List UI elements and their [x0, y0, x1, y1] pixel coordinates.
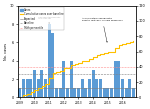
- Legend: Cases, Cumulative cases over baseline, Expected, Baseline, 95th percentile: Cases, Cumulative cases over baseline, E…: [19, 7, 64, 30]
- Bar: [55, 88, 58, 97]
- Bar: [128, 79, 131, 97]
- Bar: [26, 79, 28, 97]
- Bar: [84, 88, 87, 97]
- Bar: [29, 79, 32, 97]
- Bar: [88, 79, 91, 97]
- Bar: [33, 70, 36, 97]
- Bar: [81, 79, 84, 97]
- Bar: [59, 88, 62, 97]
- Bar: [132, 88, 135, 97]
- Bar: [40, 70, 43, 97]
- Bar: [117, 61, 120, 97]
- Bar: [73, 88, 76, 97]
- Bar: [22, 79, 25, 97]
- Bar: [92, 70, 94, 97]
- Bar: [95, 79, 98, 97]
- Bar: [99, 79, 102, 97]
- Bar: [62, 61, 65, 97]
- Bar: [110, 88, 113, 97]
- Bar: [18, 88, 21, 97]
- Bar: [114, 61, 117, 97]
- Text: Accumulated subsequently
genetic matches: all new sequences: Accumulated subsequently genetic matches…: [82, 18, 123, 42]
- Y-axis label: No. cases: No. cases: [4, 43, 8, 60]
- Bar: [66, 88, 69, 97]
- Bar: [51, 33, 54, 97]
- Bar: [103, 88, 106, 97]
- Text: Unexpected genetic
link first set: Unexpected genetic link first set: [38, 17, 61, 24]
- Bar: [106, 88, 109, 97]
- Bar: [44, 79, 47, 97]
- Bar: [37, 79, 40, 97]
- Bar: [77, 88, 80, 97]
- Bar: [125, 88, 128, 97]
- Bar: [48, 24, 51, 97]
- Bar: [121, 79, 124, 97]
- Bar: [70, 61, 73, 97]
